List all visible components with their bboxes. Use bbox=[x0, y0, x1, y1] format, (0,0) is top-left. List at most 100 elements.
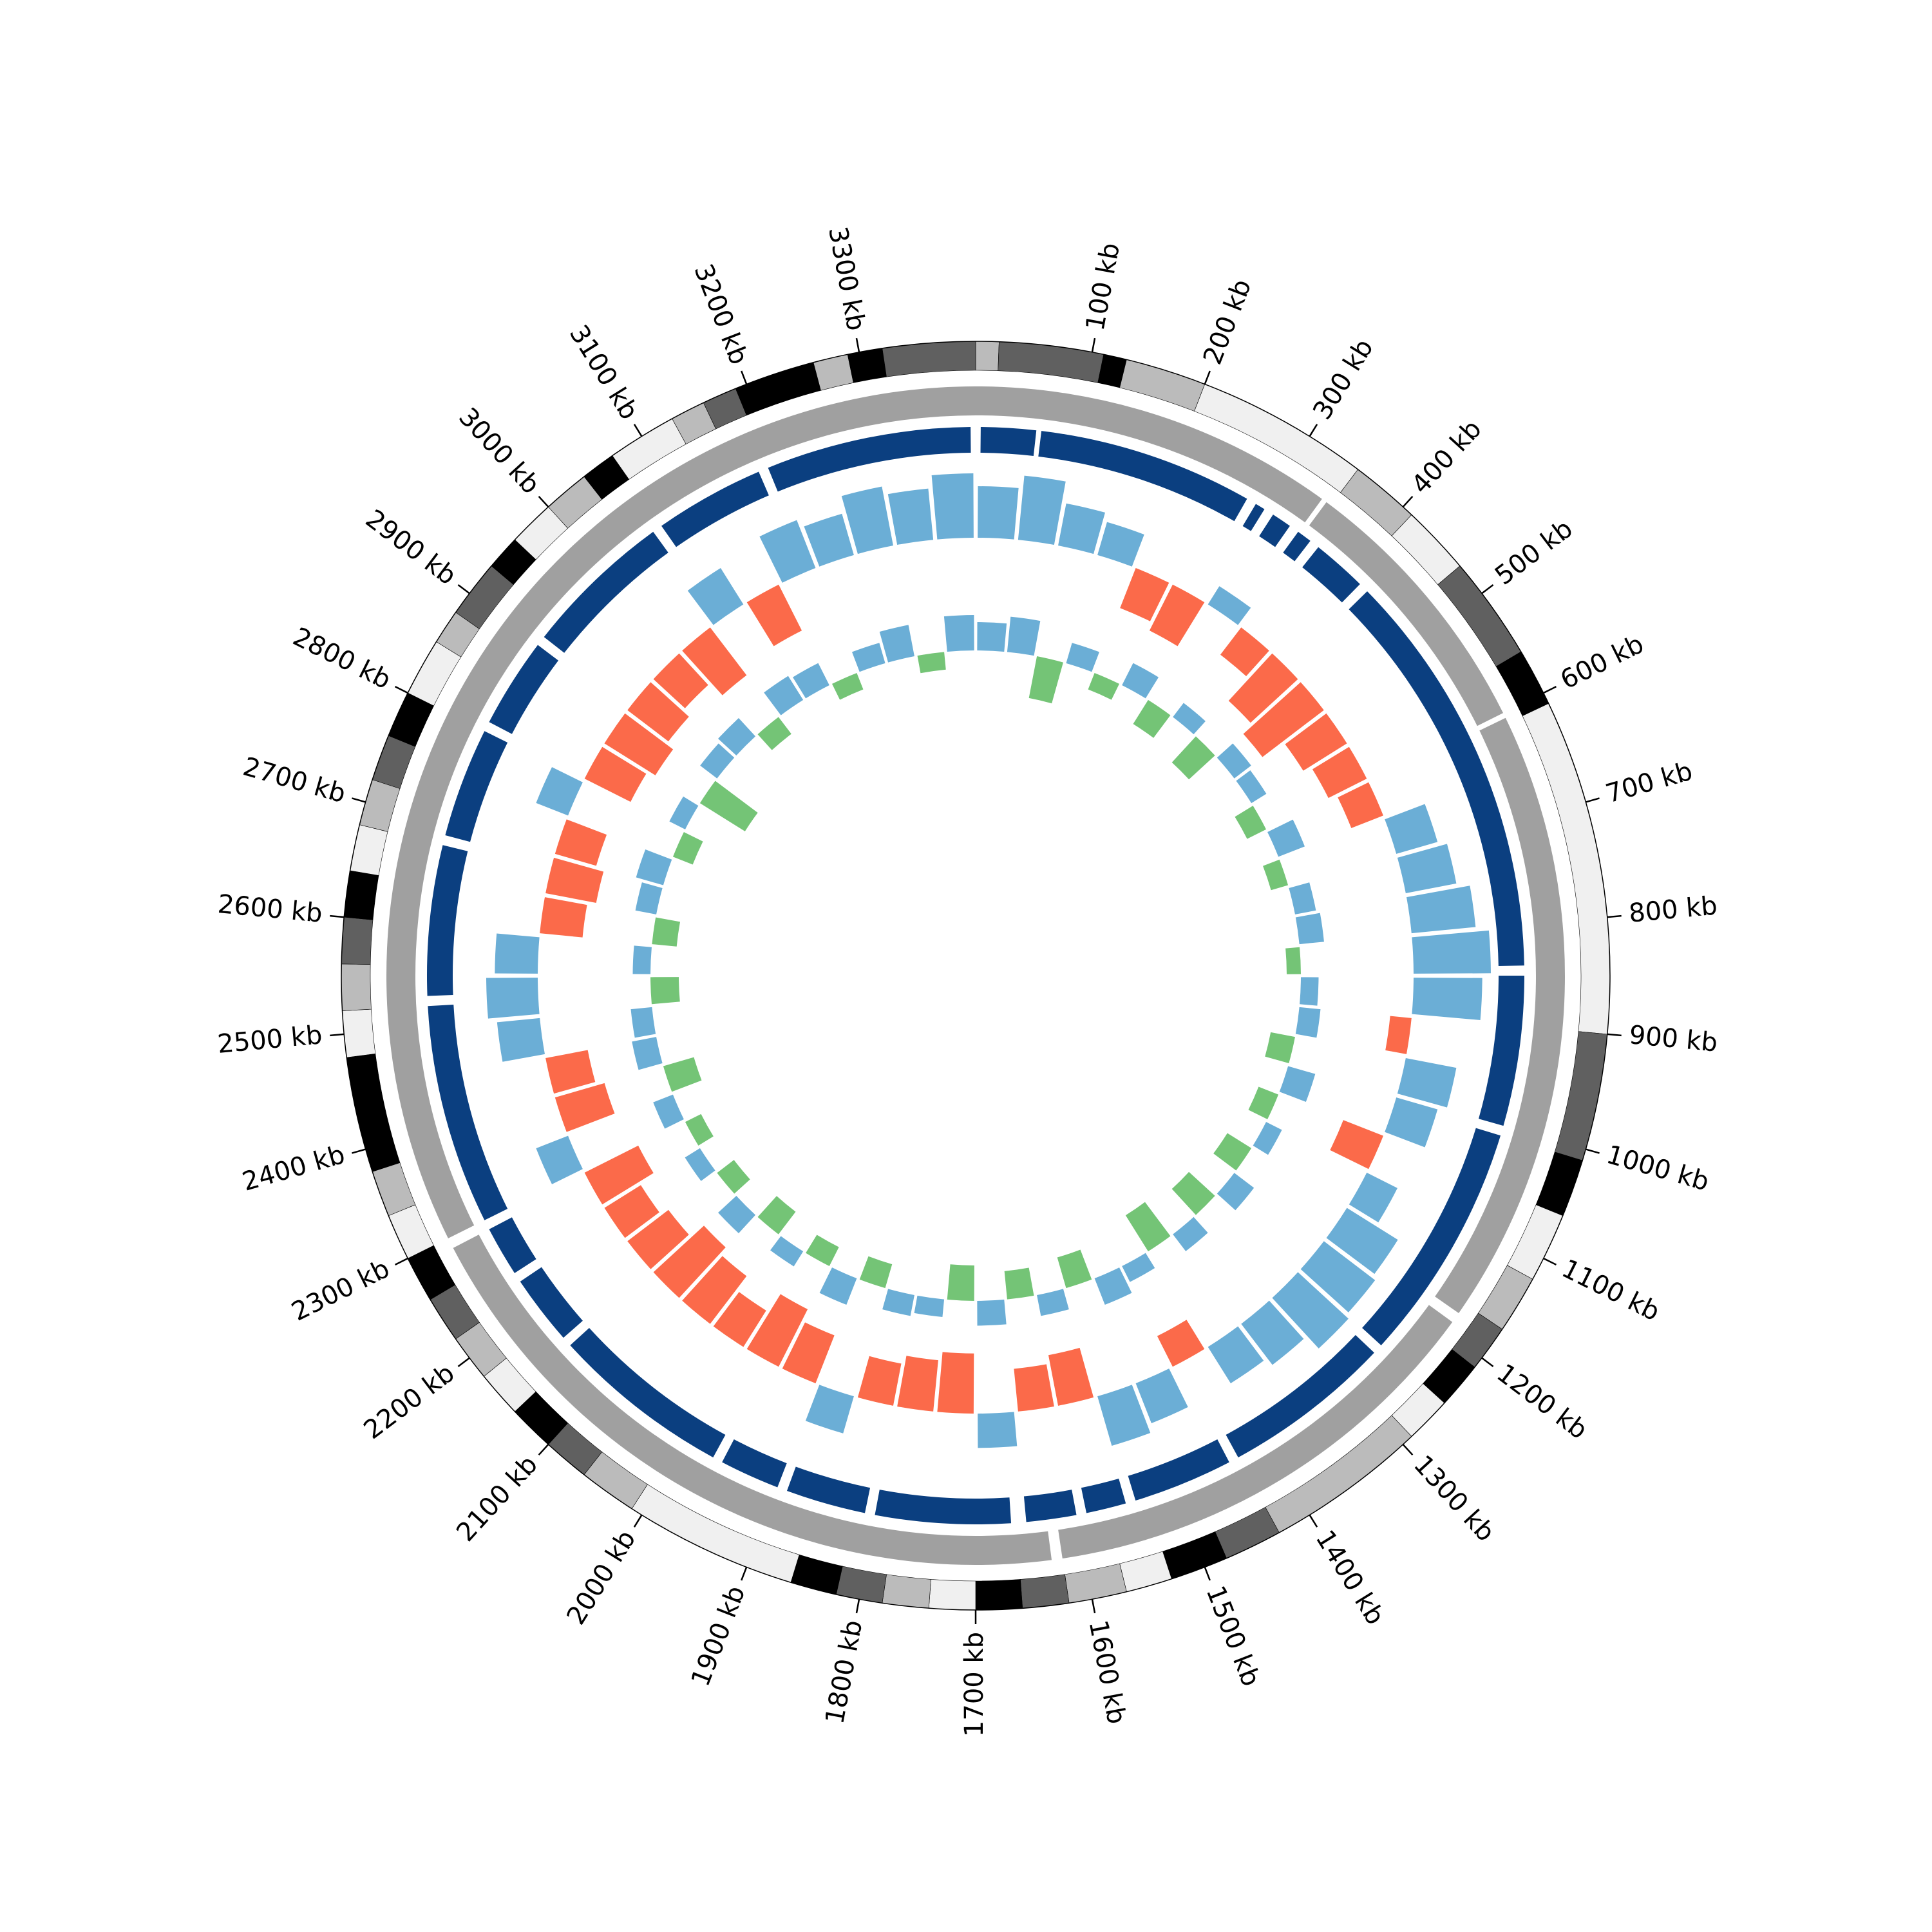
track-bar bbox=[627, 682, 689, 742]
band bbox=[342, 1009, 376, 1058]
track-bar bbox=[804, 513, 854, 567]
track-bar bbox=[1295, 1007, 1321, 1038]
track-bar bbox=[1295, 913, 1324, 945]
gene-block bbox=[544, 531, 668, 653]
tick-mark bbox=[855, 337, 860, 353]
track-bar bbox=[805, 1385, 854, 1434]
track-bar bbox=[652, 917, 681, 947]
gene-block bbox=[980, 427, 1037, 456]
tick-label: 3200 kb bbox=[688, 260, 753, 369]
track-bar bbox=[757, 1196, 796, 1235]
track-bar bbox=[663, 1057, 702, 1092]
band bbox=[975, 341, 999, 371]
track-bar bbox=[604, 713, 674, 775]
track-bar bbox=[770, 1236, 804, 1267]
track-bar bbox=[1217, 743, 1251, 779]
tick-label: 600 kb bbox=[1556, 629, 1649, 696]
track-bar bbox=[1300, 1241, 1376, 1312]
track-bar bbox=[1094, 1267, 1132, 1305]
track-bar bbox=[632, 945, 652, 974]
band bbox=[1162, 1531, 1227, 1580]
track-bar bbox=[1385, 804, 1438, 854]
gene-block bbox=[489, 1217, 536, 1273]
tick-label: 2100 kb bbox=[451, 1450, 544, 1548]
tick-label: 100 kb bbox=[1081, 240, 1126, 333]
track-bar bbox=[630, 1007, 656, 1038]
track-bar bbox=[914, 1295, 945, 1317]
track-bar bbox=[1066, 643, 1100, 672]
track-bar bbox=[978, 486, 1019, 540]
track-bar bbox=[1048, 1347, 1094, 1406]
tick-label: 2300 kb bbox=[287, 1254, 394, 1327]
track-bar bbox=[1263, 859, 1289, 891]
track-bar bbox=[851, 643, 886, 672]
track-bar bbox=[653, 653, 708, 708]
gene-block bbox=[1283, 531, 1311, 562]
track-bar bbox=[1289, 882, 1316, 914]
gene-block bbox=[1242, 504, 1265, 531]
track-bar bbox=[718, 718, 756, 756]
track-bar bbox=[1279, 1066, 1316, 1102]
band bbox=[1119, 359, 1206, 412]
gene-block bbox=[661, 471, 769, 547]
gene-block bbox=[1128, 1439, 1229, 1501]
track-bar bbox=[759, 520, 816, 583]
track-bar bbox=[713, 1292, 766, 1347]
track-bar bbox=[653, 1226, 726, 1298]
tick-mark bbox=[1607, 1033, 1622, 1037]
gene-block bbox=[445, 731, 508, 842]
track-bar bbox=[627, 1209, 689, 1269]
track-bar bbox=[554, 819, 607, 866]
track-bar bbox=[793, 663, 829, 699]
band bbox=[1506, 1204, 1564, 1280]
track-bar bbox=[746, 1294, 808, 1367]
tick-mark bbox=[1586, 1148, 1600, 1154]
tick-label: 2800 kb bbox=[288, 622, 395, 696]
tick-mark bbox=[1543, 686, 1557, 694]
gene-block bbox=[453, 1235, 1052, 1565]
tick-label: 2700 kb bbox=[240, 752, 348, 809]
track-bar bbox=[1248, 1086, 1279, 1120]
track-bar bbox=[554, 1083, 615, 1132]
gene-block bbox=[768, 427, 971, 492]
track-bar bbox=[672, 831, 703, 865]
track-bar bbox=[1241, 1300, 1304, 1365]
band bbox=[835, 1566, 887, 1604]
band bbox=[882, 1574, 931, 1609]
band bbox=[735, 362, 821, 416]
tick-mark bbox=[1607, 914, 1622, 918]
track-bar bbox=[937, 1352, 974, 1414]
track-bar bbox=[1018, 475, 1066, 545]
track-bar bbox=[1133, 699, 1171, 738]
track-bar bbox=[1149, 584, 1205, 647]
band bbox=[1020, 1574, 1070, 1609]
tick-mark bbox=[633, 424, 643, 437]
track-bar bbox=[1220, 627, 1269, 676]
track-bar bbox=[685, 1148, 715, 1181]
track-bar bbox=[497, 1018, 545, 1062]
track-bar bbox=[584, 746, 647, 802]
track-bar bbox=[1217, 1173, 1255, 1211]
track-bar bbox=[882, 1289, 914, 1316]
track-bar bbox=[584, 1145, 654, 1205]
tick-label: 1100 kb bbox=[1557, 1254, 1664, 1327]
track-bar bbox=[1125, 1202, 1171, 1252]
gene-block bbox=[1309, 502, 1504, 726]
tick-mark bbox=[457, 584, 470, 594]
gene-block bbox=[428, 1004, 508, 1220]
track-bar bbox=[841, 486, 893, 554]
tick-mark bbox=[330, 1033, 345, 1037]
tick-label: 3100 kb bbox=[564, 320, 644, 425]
track-bar bbox=[1173, 703, 1206, 735]
track-bar bbox=[1228, 653, 1298, 723]
tick-mark bbox=[1481, 1357, 1494, 1367]
track-bar bbox=[1004, 1267, 1034, 1300]
track-bar bbox=[495, 933, 540, 974]
tick-label: 1000 kb bbox=[1603, 1140, 1712, 1197]
track-bar bbox=[687, 567, 744, 625]
gene-block bbox=[1349, 591, 1524, 966]
tick-label: 1200 kb bbox=[1492, 1358, 1593, 1445]
track-bar bbox=[859, 1256, 893, 1289]
